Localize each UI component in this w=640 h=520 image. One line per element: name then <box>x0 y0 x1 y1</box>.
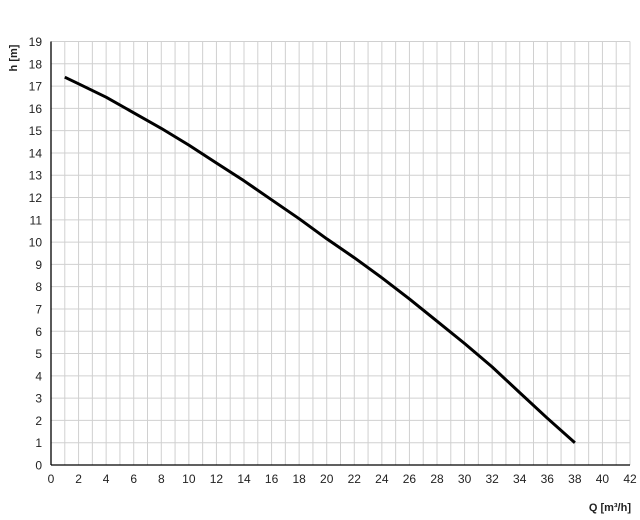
series-line <box>64 75 576 444</box>
x-tick-label: 8 <box>158 472 165 486</box>
y-tick-label: 7 <box>35 302 42 316</box>
y-tick-label: 14 <box>29 146 43 160</box>
y-tick-label: 17 <box>29 80 43 94</box>
y-tick-label: 0 <box>35 459 42 473</box>
y-tick-label: 6 <box>35 325 42 339</box>
y-tick-label: 18 <box>29 57 43 71</box>
y-tick-label: 15 <box>29 124 43 138</box>
x-tick-label: 24 <box>375 472 389 486</box>
x-tick-label: 22 <box>348 472 362 486</box>
y-tick-label: 2 <box>35 414 42 428</box>
x-tick-label: 4 <box>103 472 110 486</box>
x-tick-label: 38 <box>568 472 582 486</box>
x-tick-label: 30 <box>458 472 472 486</box>
x-tick-label: 14 <box>237 472 251 486</box>
y-tick-label: 4 <box>35 369 42 383</box>
series <box>64 75 576 444</box>
x-tick-label: 10 <box>182 472 196 486</box>
y-tick-label: 10 <box>29 236 43 250</box>
x-tick-label: 20 <box>320 472 334 486</box>
y-tick-label: 19 <box>29 35 43 49</box>
y-tick-label: 1 <box>35 436 42 450</box>
x-tick-label: 36 <box>541 472 555 486</box>
axes <box>50 41 630 466</box>
grid <box>51 41 631 465</box>
x-tick-label: 40 <box>596 472 610 486</box>
x-tick-label: 42 <box>623 472 637 486</box>
y-tick-label: 11 <box>30 213 43 227</box>
x-tick-label: 26 <box>403 472 417 486</box>
y-tick-label: 13 <box>29 169 43 183</box>
x-tick-labels: 0 2 4 6 8 10 12 14 16 18 20 22 24 26 28 30 32 34 36 38 40 42 <box>48 472 637 486</box>
y-tick-label: 9 <box>35 258 42 272</box>
x-tick-label: 16 <box>265 472 279 486</box>
x-tick-label: 28 <box>430 472 444 486</box>
x-tick-label: 12 <box>210 472 224 486</box>
x-axis-label: Q [m³/h] <box>589 502 631 514</box>
x-tick-label: 6 <box>130 472 137 486</box>
y-tick-label: 8 <box>35 280 42 294</box>
x-tick-label: 32 <box>485 472 499 486</box>
x-tick-label: 34 <box>513 472 527 486</box>
y-tick-label: 16 <box>29 102 43 116</box>
x-tick-label: 18 <box>292 472 306 486</box>
x-tick-label: 0 <box>48 472 55 486</box>
y-tick-label: 5 <box>35 347 42 361</box>
y-tick-label: 12 <box>29 191 43 205</box>
y-tick-label: 3 <box>35 392 42 406</box>
x-tick-label: 2 <box>75 472 82 486</box>
y-axis-label: h [m] <box>8 44 20 71</box>
